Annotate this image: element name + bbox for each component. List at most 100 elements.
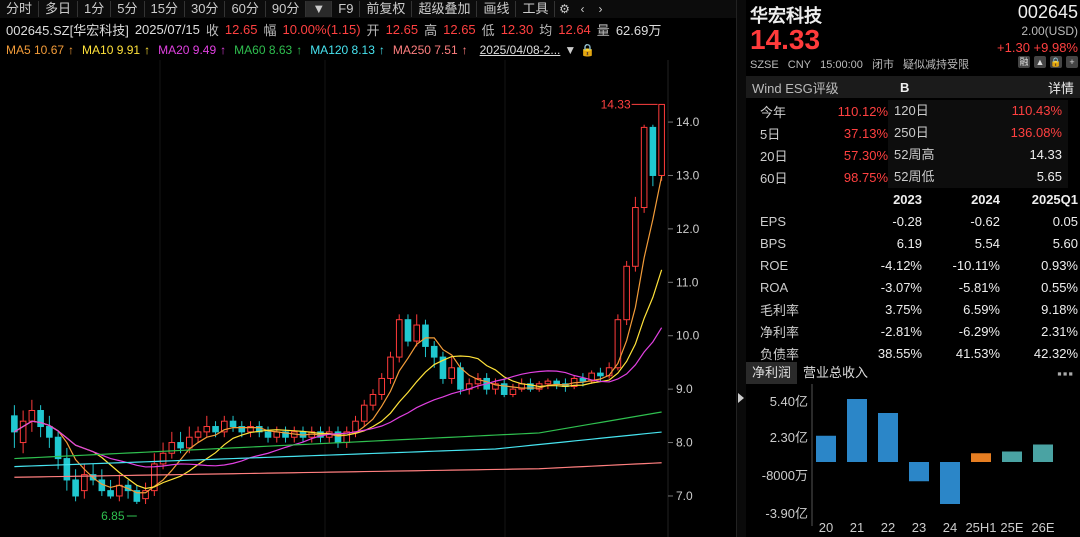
candle-body: [369, 393, 377, 406]
last-price: 14.33: [750, 24, 821, 55]
fin-metric-value: -0.28: [892, 213, 922, 229]
profit-bar: [909, 462, 929, 482]
bar-x-tick-label: 23: [912, 520, 926, 535]
candle-body: [28, 410, 36, 422]
ma-arrow-icon: ↑: [68, 43, 75, 57]
candle-body: [553, 380, 560, 385]
tab-15min[interactable]: 15分: [145, 1, 185, 17]
esg-label: Wind ESG评级: [752, 80, 839, 96]
currency-label: CNY: [787, 59, 812, 71]
ma-range-selector[interactable]: 2025/04/08-2...: [479, 43, 561, 57]
candle-body: [194, 431, 202, 438]
tab-1min[interactable]: 1分: [78, 1, 112, 17]
profit-bar: [940, 462, 960, 504]
candle-body: [212, 426, 219, 433]
profit-bar: [971, 453, 991, 462]
margin-icon[interactable]: 融: [1018, 56, 1030, 68]
up-arrow-icon[interactable]: ▲: [1034, 56, 1046, 68]
candle-body: [614, 319, 622, 369]
tab-revenue[interactable]: 营业总收入: [803, 365, 869, 380]
candle-body: [11, 415, 18, 433]
tab-5min[interactable]: 5分: [111, 1, 145, 17]
fin-metric-value: -10.11%: [952, 257, 1000, 273]
chevron-left-icon[interactable]: ‹: [580, 2, 585, 16]
fin-metric-value: 6.19: [896, 235, 922, 251]
more-icon[interactable]: ▪▪▪: [1057, 365, 1074, 381]
panel-divider[interactable]: [736, 0, 746, 537]
y-tick-label: 10.0: [676, 329, 700, 343]
candle-body: [142, 490, 149, 500]
fin-metric-value: -5.81%: [958, 279, 1000, 295]
adjust-button[interactable]: 前复权: [360, 1, 413, 17]
profit-bar: [878, 413, 898, 462]
fin-row: ROA -3.07% -5.81% 0.55%: [746, 276, 1080, 298]
draw-button[interactable]: 画线: [477, 1, 517, 17]
candle-body: [649, 126, 657, 176]
usd-price: 2.00(USD): [1021, 24, 1078, 38]
ma-label-ma10: MA10 9.91: [82, 43, 141, 57]
candle-body: [177, 442, 184, 449]
perf-row: 60日 98.75% 52周低 5.65: [746, 166, 1080, 188]
fin-metric-value: 9.18%: [1041, 301, 1078, 317]
perf-row: 20日 57.30% 52周高 14.33: [746, 144, 1080, 166]
perf-period-label: 52周高: [888, 144, 948, 166]
tab-90min[interactable]: 90分: [266, 1, 307, 17]
period-dropdown-button[interactable]: ▼: [306, 1, 333, 17]
open-label: 开: [366, 22, 380, 38]
perf-period-value: 110.12%: [837, 103, 888, 119]
candle-body: [448, 367, 456, 379]
fin-metric-label: 负债率: [760, 346, 800, 362]
low-label: 低: [481, 22, 495, 38]
lock-icon[interactable]: 🔒: [1050, 56, 1062, 68]
candle-body: [168, 442, 176, 454]
net-profit-bar-chart: 5.40亿 2.30亿 -8000万 -3.90亿 20 21 22 23 24 25H1 25E 2…: [762, 384, 1055, 535]
fin-row: 净利率 -2.81% -6.29% 2.31%: [746, 320, 1080, 342]
collapse-arrow-icon[interactable]: [738, 393, 744, 403]
esg-value: B: [900, 79, 910, 95]
price-change: +1.30 +9.98%: [997, 40, 1078, 55]
candle-body: [422, 324, 429, 347]
bar-x-tick-label: 26E: [1031, 520, 1054, 535]
volume-value: 62.69万: [615, 22, 662, 38]
tab-intraday[interactable]: 分时: [0, 1, 40, 17]
ma-label-ma60: MA60 8.63: [234, 43, 293, 57]
perf-period-label: 250日: [888, 122, 948, 144]
fin-year-header: 2024: [971, 191, 1000, 207]
period-toolbar: 分时 多日 1分 5分 15分 30分 60分 90分 ▼ F9 前复权 超级叠…: [0, 0, 736, 18]
fin-metric-value: 5.60: [1052, 235, 1078, 251]
close-value: 12.65: [224, 21, 258, 37]
tab-30min[interactable]: 30分: [185, 1, 226, 17]
candlestick-chart[interactable]: 14.0 13.0 12.0 11.0 10.0 9.0 8.0 7.0 14.33 6.85: [0, 60, 736, 537]
f9-button[interactable]: F9: [332, 1, 361, 17]
overlay-button[interactable]: 超级叠加: [412, 1, 478, 17]
candle-body: [46, 426, 53, 438]
fin-metric-value: 41.53%: [955, 345, 1000, 361]
candle-body: [387, 356, 394, 379]
fin-row: 毛利率 3.75% 6.59% 9.18%: [746, 298, 1080, 320]
market-status: 闭市: [871, 59, 894, 71]
tab-60min[interactable]: 60分: [225, 1, 266, 17]
candle-body: [474, 377, 482, 385]
candle-body: [457, 367, 464, 390]
tab-multi-day[interactable]: 多日: [39, 1, 79, 17]
perf-period-value: 14.33: [948, 144, 1068, 166]
tab-net-profit[interactable]: 净利润: [746, 362, 798, 384]
candle-body: [597, 372, 604, 377]
perf-period-label: 今年: [760, 104, 787, 120]
fin-metric-value: 38.55%: [877, 345, 922, 361]
perf-period-value: 37.13%: [843, 125, 888, 141]
tools-button[interactable]: 工具: [516, 1, 556, 17]
y-tick-label: 11.0: [676, 275, 699, 289]
esg-detail-link[interactable]: 详情: [1048, 80, 1075, 96]
candle-body: [203, 426, 211, 433]
chevron-right-icon[interactable]: ›: [598, 2, 603, 16]
candle-body: [186, 436, 193, 449]
high-value: 12.65: [443, 21, 476, 37]
esg-rating-row: Wind ESG评级 B 详情: [746, 76, 1080, 98]
add-icon[interactable]: +: [1066, 56, 1078, 68]
fin-metric-value: -3.07%: [880, 279, 922, 295]
settings-icon[interactable]: ⚙: [559, 2, 570, 16]
candle-body: [159, 452, 167, 465]
candle-body: [439, 356, 447, 379]
fin-metric-value: 5.54: [974, 235, 1000, 251]
